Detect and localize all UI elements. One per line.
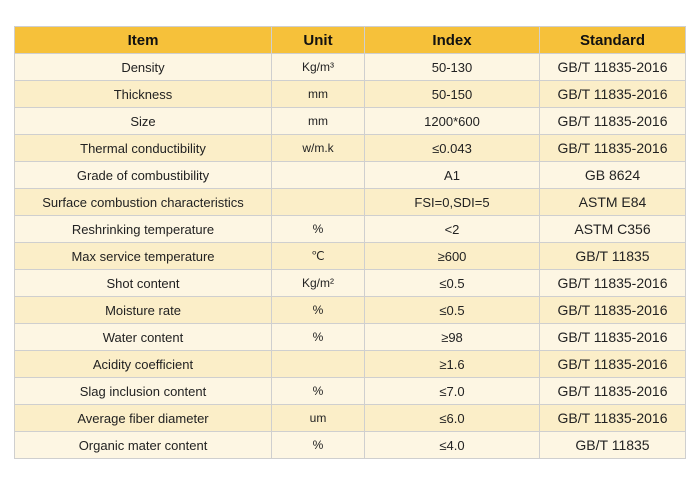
unit-cell: % (271, 215, 365, 243)
standard-cell: GB/T 11835 (539, 431, 686, 459)
unit-cell (271, 188, 365, 216)
table-row: Water content% ≥98 GB/T 11835-2016 (14, 323, 686, 351)
item-cell: Average fiber diameter (14, 404, 272, 432)
table-row: Acidity coefficient ≥1.6 GB/T 11835-2016 (14, 350, 686, 378)
index-cell: ≤6.0 (364, 404, 540, 432)
index-cell: 50-130 (364, 53, 540, 81)
unit-cell: ℃ (271, 242, 365, 270)
standard-cell: GB/T 11835-2016 (539, 53, 686, 81)
column-header-item: Item (14, 26, 272, 54)
column-header-standard: Standard (539, 26, 686, 54)
index-cell: ≤0.5 (364, 269, 540, 297)
standard-cell: GB/T 11835-2016 (539, 323, 686, 351)
table-row: Shot content Kg/m² ≤0.5 GB/T 11835-2016 (14, 269, 686, 297)
item-cell: Moisture rate (14, 296, 272, 324)
index-cell: <2 (364, 215, 540, 243)
table-row: Surface combustion characteristics FSI=0,… (14, 188, 686, 216)
table-row: Moisture rate% ≤0.5 GB/T 11835-2016 (14, 296, 686, 324)
standard-cell: GB/T 11835-2016 (539, 296, 686, 324)
unit-cell: % (271, 296, 365, 324)
unit-cell: % (271, 323, 365, 351)
standard-cell: GB/T 11835-2016 (539, 404, 686, 432)
standard-cell: ASTM C356 (539, 215, 686, 243)
item-cell: Max service temperature (14, 242, 272, 270)
standard-cell: GB/T 11835-2016 (539, 80, 686, 108)
standard-cell: ASTM E84 (539, 188, 686, 216)
index-cell: ≤0.5 (364, 296, 540, 324)
standard-cell: GB/T 11835-2016 (539, 350, 686, 378)
unit-cell: mm (271, 80, 365, 108)
unit-cell: Kg/m² (271, 269, 365, 297)
table-row: Thickness mm 50-150 GB/T 11835-2016 (14, 80, 686, 108)
table-row: Max service temperature ℃ ≥600 GB/T 11835 (14, 242, 686, 270)
index-cell: ≥98 (364, 323, 540, 351)
table-row: Average fiber diameter um ≤6.0 GB/T 11835-2… (14, 404, 686, 432)
table-row: Density Kg/m³ 50-130 GB/T 11835-2016 (14, 53, 686, 81)
index-cell: ≥600 (364, 242, 540, 270)
standard-cell: GB 8624 (539, 161, 686, 189)
unit-cell: um (271, 404, 365, 432)
standard-cell: GB/T 11835 (539, 242, 686, 270)
item-cell: Thermal conductibility (14, 134, 272, 162)
item-cell: Slag inclusion content (14, 377, 272, 405)
standard-cell: GB/T 11835-2016 (539, 107, 686, 135)
table-row: Organic mater content% ≤4.0 GB/T 11835 (14, 431, 686, 459)
item-cell: Reshrinking temperature (14, 215, 272, 243)
table-row: Slag inclusion content% ≤7.0 GB/T 11835-20… (14, 377, 686, 405)
index-cell: ≤4.0 (364, 431, 540, 459)
column-header-unit: Unit (271, 26, 365, 54)
index-cell: ≤7.0 (364, 377, 540, 405)
unit-cell: mm (271, 107, 365, 135)
index-cell: ≤0.043 (364, 134, 540, 162)
item-cell: Density (14, 53, 272, 81)
index-cell: ≥1.6 (364, 350, 540, 378)
table-body: Density Kg/m³ 50-130 GB/T 11835-2016 Thickne… (14, 53, 686, 459)
index-cell: FSI=0,SDI=5 (364, 188, 540, 216)
unit-cell: % (271, 431, 365, 459)
table-row: Thermal conductibility w/m.k ≤0.043 GB/T 11… (14, 134, 686, 162)
table-header-row: Item Unit Index Standard (14, 26, 686, 54)
index-cell: A1 (364, 161, 540, 189)
item-cell: Size (14, 107, 272, 135)
item-cell: Thickness (14, 80, 272, 108)
unit-cell: % (271, 377, 365, 405)
item-cell: Grade of combustibility (14, 161, 272, 189)
standard-cell: GB/T 11835-2016 (539, 134, 686, 162)
table-row: Grade of combustibility A1 GB 8624 (14, 161, 686, 189)
unit-cell (271, 161, 365, 189)
table-row: Size mm 1200*600 GB/T 11835-2016 (14, 107, 686, 135)
standard-cell: GB/T 11835-2016 (539, 377, 686, 405)
unit-cell: Kg/m³ (271, 53, 365, 81)
unit-cell: w/m.k (271, 134, 365, 162)
column-header-index: Index (364, 26, 540, 54)
item-cell: Shot content (14, 269, 272, 297)
unit-cell (271, 350, 365, 378)
spec-table: Item Unit Index Standard Density Kg/m³ 50-… (14, 26, 686, 459)
standard-cell: GB/T 11835-2016 (539, 269, 686, 297)
item-cell: Acidity coefficient (14, 350, 272, 378)
index-cell: 1200*600 (364, 107, 540, 135)
item-cell: Water content (14, 323, 272, 351)
item-cell: Organic mater content (14, 431, 272, 459)
index-cell: 50-150 (364, 80, 540, 108)
item-cell: Surface combustion characteristics (14, 188, 272, 216)
table-row: Reshrinking temperature% <2 ASTM C356 (14, 215, 686, 243)
